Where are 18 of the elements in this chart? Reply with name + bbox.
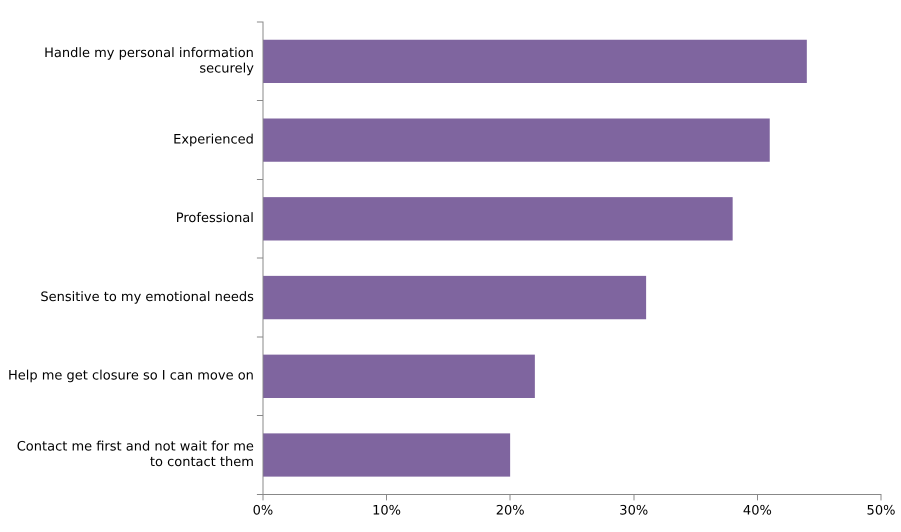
x-tick-label: 30% (619, 504, 648, 519)
y-tick-label: Handle my personal information securely (44, 46, 254, 77)
bar (263, 118, 770, 162)
bar (263, 40, 807, 84)
bar (263, 433, 510, 477)
x-tick-label: 20% (496, 504, 525, 519)
y-tick-label: Help me get closure so I can move on (8, 368, 254, 384)
y-tick-label: Sensitive to my emotional needs (40, 290, 254, 305)
x-tick-label: 50% (866, 504, 896, 519)
bar (263, 276, 646, 320)
x-tick-label: 10% (372, 504, 401, 519)
bar (263, 197, 733, 240)
x-tick-label: 0% (252, 504, 274, 519)
y-tick-label: Contact me first and not wait for me to contact them (16, 440, 254, 470)
x-tick-label: 40% (742, 504, 772, 519)
bar (263, 354, 535, 398)
y-tick-label: Professional (176, 211, 254, 226)
y-tick-label: Experienced (173, 132, 254, 148)
